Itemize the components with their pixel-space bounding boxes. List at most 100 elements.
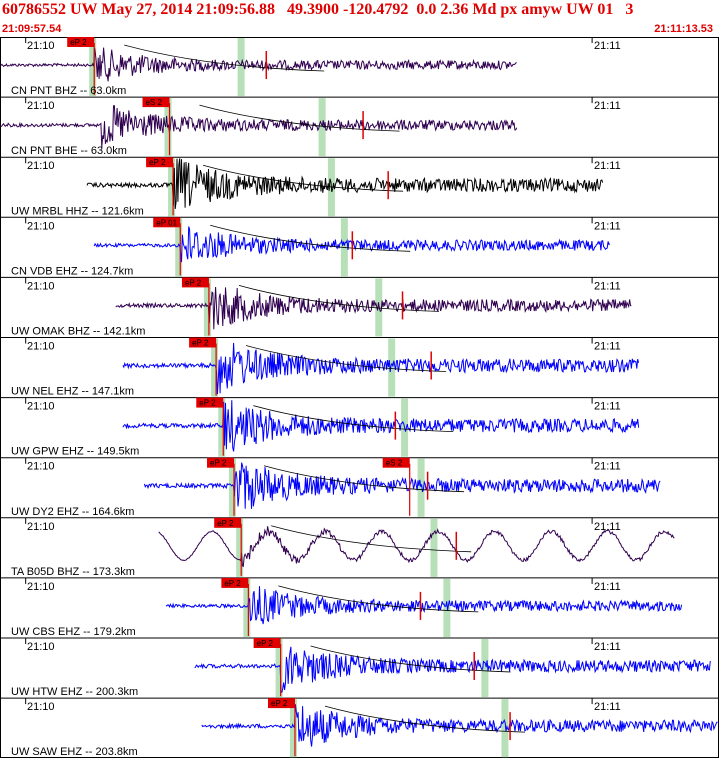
coda-curve [271, 525, 472, 553]
coda-curve [263, 465, 465, 493]
event-header: 60786552 UW May 27, 2014 21:09:56.88 49.… [0, 0, 719, 38]
pick-label: eS 2 [145, 98, 162, 107]
event-title: 60786552 UW May 27, 2014 21:09:56.88 49.… [2, 1, 634, 18]
pick-flag [142, 97, 170, 108]
waveform-trace [165, 586, 683, 625]
pick-label: eP 2 [271, 699, 288, 708]
pick-flag [267, 698, 295, 709]
waveform-trace [143, 462, 661, 509]
phase-window-bar [175, 218, 183, 277]
time-label-left: 21:10 [27, 280, 55, 292]
time-label-right: 21:11 [594, 461, 621, 473]
pick-flag [146, 157, 174, 168]
phase-window-bar [289, 699, 297, 758]
time-label-right: 21:11 [594, 341, 621, 353]
station-label: UW DY2 EHZ -- 164.6km [11, 506, 134, 518]
coda-curve [245, 345, 447, 372]
phase-window-bar [237, 38, 245, 97]
time-label-left: 21:10 [27, 100, 55, 112]
coda-curve [278, 585, 479, 613]
station-label: UW HTW EHZ -- 200.3km [11, 686, 138, 698]
time-label-right: 21:11 [594, 701, 621, 713]
station-label: UW MRBL HHZ -- 121.6km [11, 205, 144, 217]
phase-window-bar [211, 338, 219, 397]
time-label-left: 21:10 [27, 461, 55, 473]
time-label-left: 21:10 [27, 160, 55, 172]
time-label-right: 21:11 [594, 220, 621, 232]
phase-window-bar [168, 158, 176, 217]
pick-flag [196, 397, 224, 408]
waveform-trace [201, 704, 718, 747]
phase-window-bar [229, 458, 237, 517]
end-time-label: 21:11:13.53 [654, 23, 713, 35]
time-label-left: 21:10 [27, 581, 55, 593]
time-label-left: 21:10 [27, 341, 55, 353]
time-label-right: 21:11 [594, 40, 621, 52]
time-label-right: 21:11 [594, 100, 621, 112]
waveform-trace [158, 526, 675, 568]
time-label-right: 21:11 [594, 160, 621, 172]
station-label: CN VDB EHZ -- 124.7km [11, 265, 133, 277]
phase-window-bar [481, 639, 489, 698]
waveform-trace [0, 47, 517, 82]
coda-curve [310, 645, 511, 673]
phase-window-bar [275, 639, 283, 698]
phase-window-bar [430, 518, 438, 577]
coda-curve [324, 705, 525, 733]
phase-window-bar [388, 338, 396, 397]
start-time-label: 21:09:57.54 [2, 23, 62, 35]
time-label-right: 21:11 [594, 521, 621, 533]
time-label-left: 21:10 [27, 521, 55, 533]
pick-flag [189, 337, 217, 348]
pick-label: eS 2 [386, 459, 403, 468]
pick-label: eP 2 [192, 339, 209, 348]
waveform-trace [0, 105, 518, 148]
pick-label: eP 2 [185, 278, 202, 287]
pick-label: eP 2 [224, 579, 241, 588]
pick-label: eP 2 [217, 519, 234, 528]
phase-window-bar [203, 278, 211, 337]
time-label-right: 21:11 [594, 581, 621, 593]
pick-flag [221, 577, 249, 588]
time-label-left: 21:10 [27, 40, 55, 52]
pick-flag [214, 517, 242, 528]
pick-label: eP 2 [70, 38, 87, 47]
phase-window-bar [501, 699, 509, 758]
time-label-right: 21:11 [594, 401, 621, 413]
station-label: UW SAW EHZ -- 203.8km [11, 746, 138, 758]
seismogram-panel[interactable]: 21:10 21:11 eP 2 CN PNT BHZ -- 63.0km 21:10 2… [0, 37, 719, 758]
time-label-right: 21:11 [594, 280, 621, 292]
time-label-left: 21:10 [27, 220, 55, 232]
waveform-trace [122, 342, 640, 395]
pick-flag [67, 37, 95, 47]
pick-flag [181, 277, 209, 288]
station-label: TA B05D BHZ -- 173.3km [11, 566, 135, 578]
pick-label: eP 01 [156, 218, 177, 227]
phase-window-bar [417, 458, 425, 517]
coda-curve [238, 285, 439, 312]
waveform-trace [122, 400, 640, 452]
coda-curve [199, 104, 400, 132]
station-label: UW NEL EHZ -- 147.1km [11, 386, 134, 398]
phase-window-bar [236, 518, 244, 577]
waveform-trace [115, 286, 632, 330]
station-label: UW CBS EHZ -- 179.2km [11, 626, 136, 638]
station-label: CN PNT BHE -- 63.0km [11, 145, 127, 157]
coda-curve [210, 224, 411, 252]
pick-flag [382, 457, 410, 468]
pick-label: eP 2 [199, 399, 216, 408]
time-label-left: 21:10 [27, 701, 55, 713]
time-label-left: 21:10 [27, 641, 55, 653]
phase-window-bar [89, 38, 97, 97]
pick-flag [153, 217, 181, 228]
station-label: UW GPW EHZ -- 149.5km [11, 446, 139, 458]
pick-label: eP 2 [149, 158, 166, 167]
phase-window-bar [164, 98, 172, 157]
phase-window-bar [243, 578, 251, 637]
station-label: CN PNT BHZ -- 63.0km [11, 85, 126, 97]
coda-curve [202, 164, 404, 192]
pick-flag [207, 457, 235, 468]
coda-curve [124, 44, 325, 72]
pick-label: eP 2 [257, 639, 274, 648]
time-label-right: 21:11 [594, 641, 621, 653]
